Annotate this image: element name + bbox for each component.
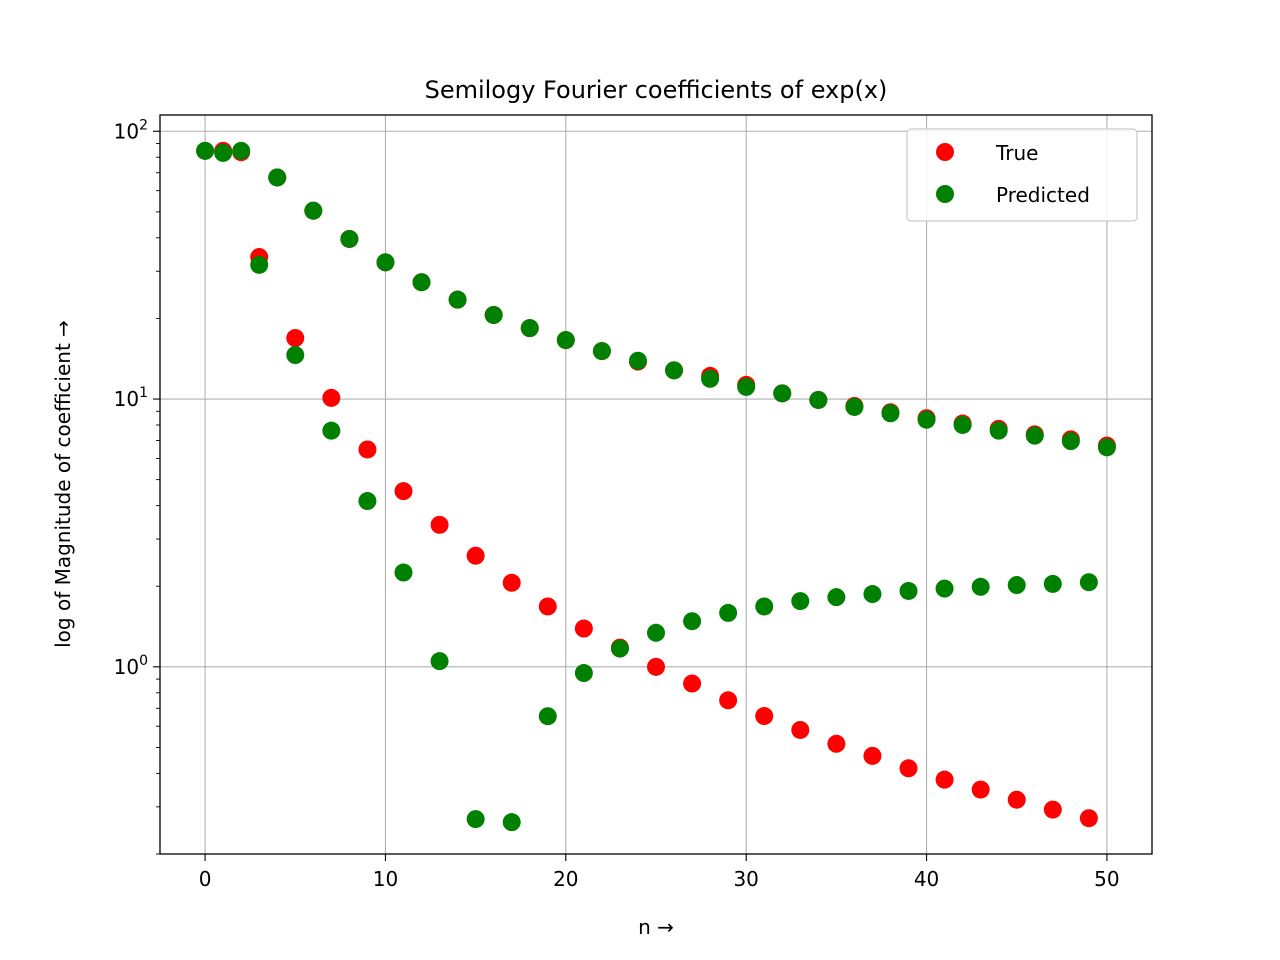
x-tick-label: 20: [553, 867, 578, 891]
point-predicted: [719, 603, 738, 622]
point-true: [683, 674, 702, 693]
y-tick-label: 100: [114, 653, 148, 679]
x-tick-label: 50: [1094, 867, 1119, 891]
legend-label-true: True: [995, 141, 1038, 165]
point-true: [1079, 809, 1098, 828]
point-predicted: [358, 492, 377, 511]
point-predicted: [376, 253, 395, 272]
point-predicted: [556, 331, 575, 350]
x-tick-label: 10: [373, 867, 398, 891]
legend-marker-true: [936, 143, 954, 161]
legend-marker-predicted: [936, 185, 954, 203]
legend-label-predicted: Predicted: [996, 183, 1090, 207]
point-predicted: [232, 141, 251, 160]
point-predicted: [610, 639, 629, 658]
point-predicted: [466, 810, 485, 829]
point-true: [647, 657, 665, 676]
point-true: [538, 597, 557, 616]
point-predicted: [394, 563, 413, 582]
point-predicted: [196, 141, 215, 160]
point-predicted: [773, 384, 792, 403]
point-predicted: [214, 143, 233, 162]
x-tick-label: 30: [733, 867, 758, 891]
point-true: [719, 691, 738, 710]
point-predicted: [1061, 432, 1080, 451]
legend: True Predicted: [906, 128, 1138, 222]
point-true: [1043, 800, 1062, 819]
point-predicted: [683, 612, 702, 631]
plot-frame: [159, 114, 1153, 855]
point-predicted: [430, 652, 449, 671]
point-predicted: [701, 369, 720, 388]
point-predicted: [484, 305, 503, 324]
point-true: [430, 515, 449, 534]
point-predicted: [917, 410, 936, 429]
point-predicted: [1097, 438, 1116, 457]
point-predicted: [935, 579, 954, 598]
point-predicted: [665, 361, 684, 380]
point-predicted: [340, 229, 359, 248]
point-true: [574, 619, 593, 638]
point-true: [755, 707, 774, 726]
legend-box: [906, 128, 1138, 222]
point-predicted: [1025, 426, 1044, 445]
point-true: [827, 734, 846, 753]
point-predicted: [971, 577, 990, 596]
point-true: [394, 482, 413, 501]
point-true: [863, 746, 882, 765]
point-predicted: [755, 597, 774, 616]
point-true: [322, 388, 341, 407]
x-axis-label: n →: [638, 915, 674, 939]
point-predicted: [1079, 573, 1098, 592]
x-tick-label: 0: [199, 867, 212, 891]
point-predicted: [592, 342, 611, 361]
point-predicted: [412, 273, 431, 292]
point-predicted: [502, 813, 521, 832]
point-predicted: [899, 581, 918, 600]
point-true: [971, 780, 990, 799]
y-axis-label: log of Magnitude of coefficient →: [51, 320, 75, 648]
point-predicted: [737, 377, 756, 396]
point-predicted: [809, 390, 828, 409]
point-predicted: [989, 421, 1008, 440]
point-predicted: [881, 404, 900, 423]
point-predicted: [574, 664, 593, 683]
y-tick-label: 101: [114, 385, 148, 411]
point-predicted: [845, 397, 864, 416]
point-true: [791, 720, 810, 739]
chart-title: Semilogy Fourier coefficients of exp(x): [425, 76, 888, 104]
point-true: [1007, 790, 1026, 809]
y-tick-label: 102: [114, 117, 148, 143]
x-tick-label: 40: [914, 867, 939, 891]
point-predicted: [250, 255, 269, 274]
point-predicted: [1007, 576, 1026, 595]
point-predicted: [268, 168, 287, 187]
point-true: [899, 759, 918, 778]
point-predicted: [791, 592, 810, 611]
point-true: [466, 546, 485, 565]
point-true: [502, 573, 521, 592]
point-predicted: [863, 585, 882, 604]
point-predicted: [827, 588, 846, 607]
point-predicted: [322, 421, 341, 440]
axis-ticks: 0 10 20 30 40 50 100 101 102: [114, 117, 1120, 891]
point-predicted: [1043, 574, 1062, 593]
point-true: [935, 770, 954, 789]
point-predicted: [520, 319, 539, 338]
point-predicted: [286, 346, 305, 365]
point-predicted: [647, 623, 665, 642]
point-predicted: [538, 707, 557, 726]
point-predicted: [628, 351, 647, 370]
point-predicted: [304, 201, 323, 220]
point-predicted: [953, 415, 972, 434]
point-predicted: [448, 290, 467, 309]
point-true: [358, 440, 377, 459]
point-true: [286, 329, 305, 348]
data-points: [196, 141, 1116, 832]
